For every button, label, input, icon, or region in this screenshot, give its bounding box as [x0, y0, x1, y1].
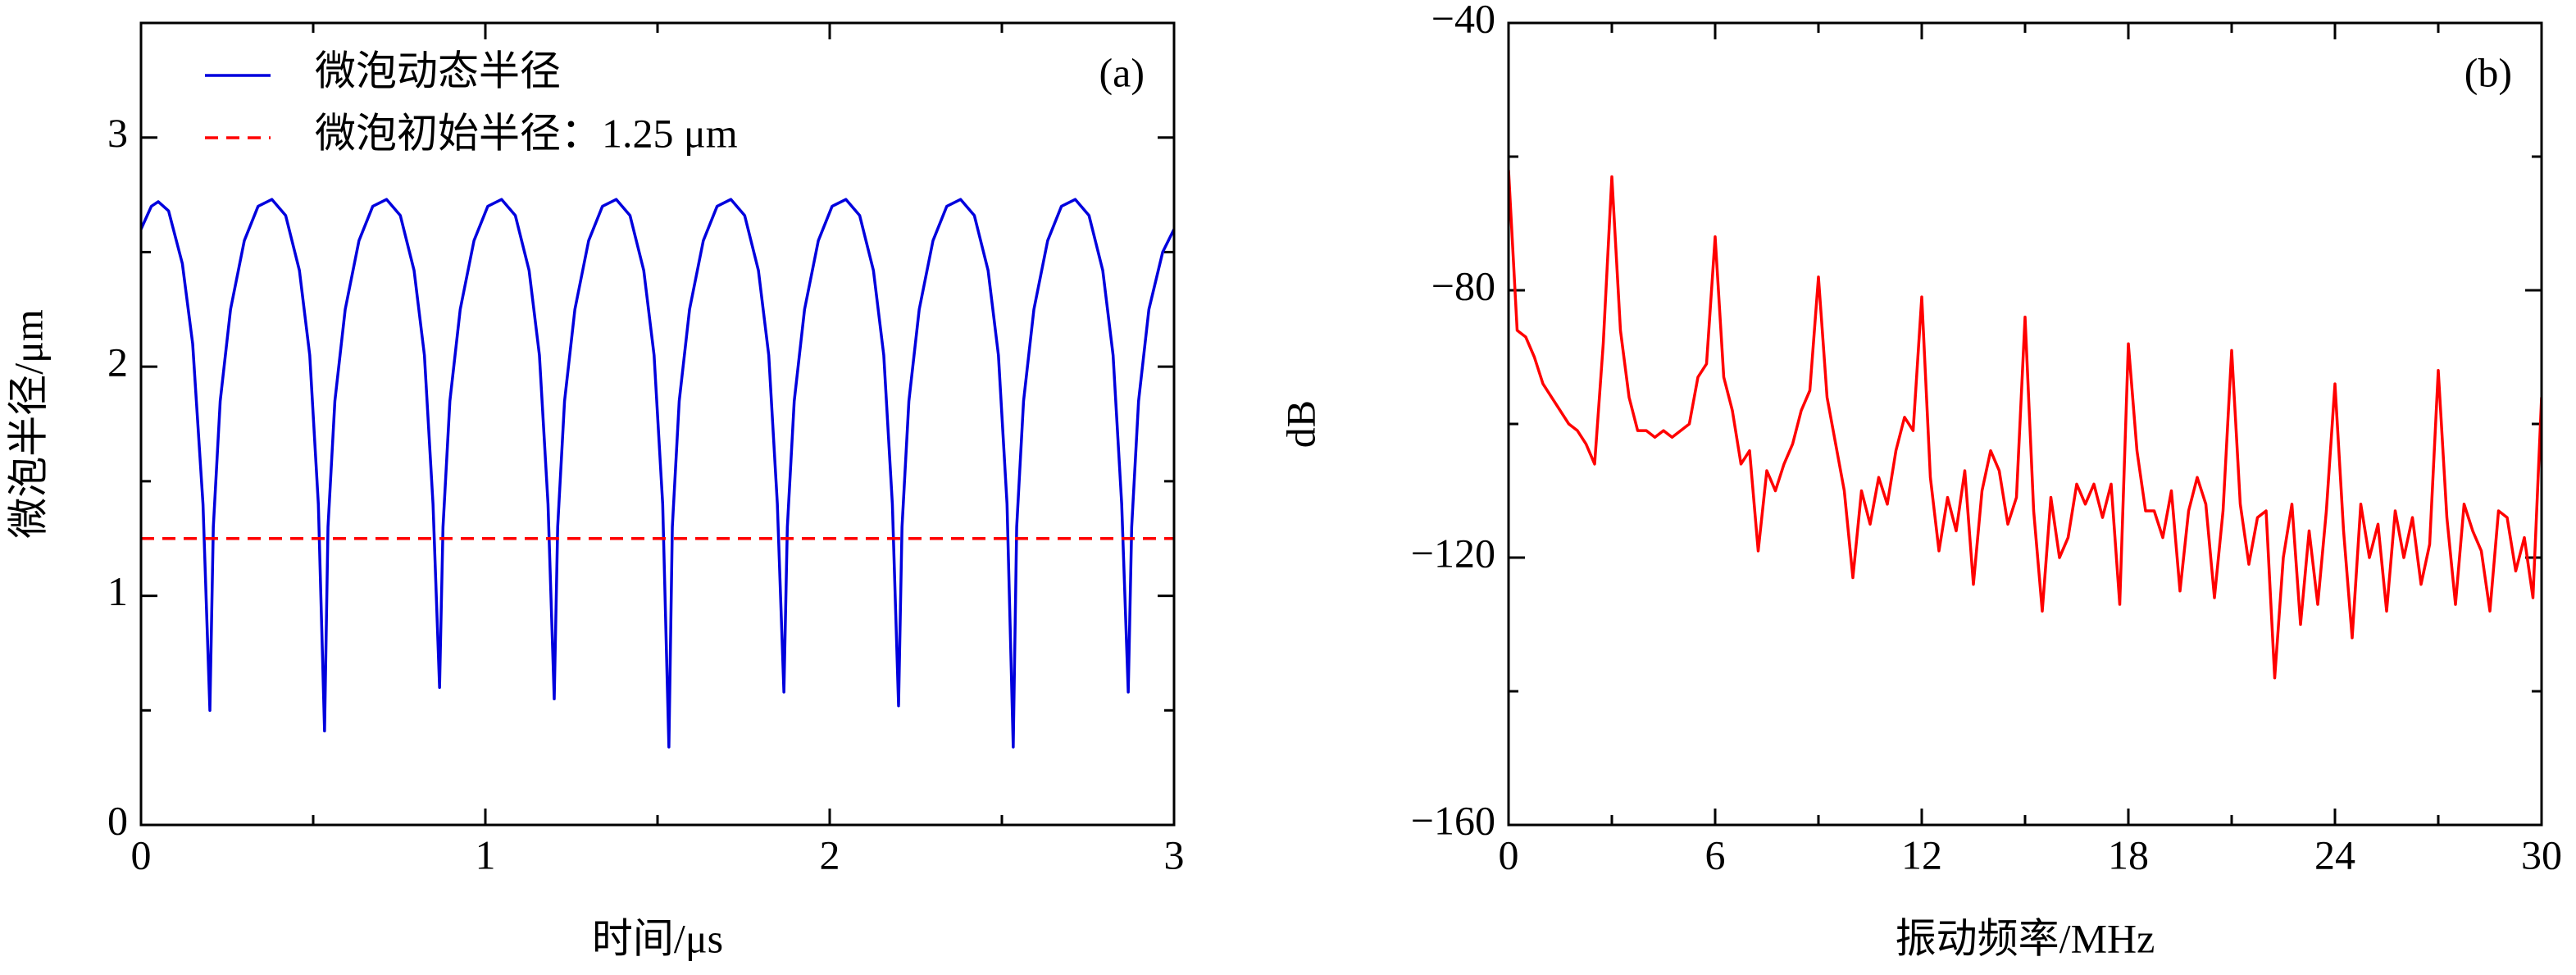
x-tick-label: 12: [1901, 831, 1942, 877]
y-axis-label: dB: [1277, 400, 1323, 448]
x-axis-label: 时间/μs: [592, 915, 723, 961]
x-axis-label: 振动频率/MHz: [1896, 915, 2155, 961]
legend-label: 微泡动态半径: [315, 48, 561, 93]
y-axis-label: 微泡半径/μm: [5, 309, 51, 539]
y-tick-label: −120: [1411, 530, 1495, 576]
x-tick-label: 2: [820, 831, 840, 877]
y-tick-label: 3: [107, 110, 128, 156]
panel-label: (a): [1099, 49, 1145, 95]
legend-label: 微泡初始半径：1.25 μm: [315, 110, 738, 156]
y-tick-label: −160: [1411, 797, 1495, 843]
plot-frame: [1507, 21, 2543, 827]
data-line: [141, 198, 1174, 749]
y-tick-label: −40: [1431, 0, 1495, 41]
x-tick-label: 24: [2314, 831, 2355, 877]
x-tick-label: 0: [131, 831, 152, 877]
x-tick-label: 30: [2521, 831, 2562, 877]
x-tick-label: 0: [1499, 831, 1519, 877]
plot-frame: [139, 21, 1176, 827]
x-tick-label: 1: [476, 831, 496, 877]
y-tick-label: 2: [107, 339, 128, 385]
data-line: [1509, 170, 2542, 680]
x-tick-label: 3: [1164, 831, 1185, 877]
x-tick-label: 18: [2108, 831, 2149, 877]
x-tick-label: 6: [1705, 831, 1726, 877]
y-tick-label: 0: [107, 797, 128, 843]
panel-label: (b): [2464, 49, 2512, 95]
y-tick-label: 1: [107, 568, 128, 614]
y-tick-label: −80: [1431, 262, 1495, 308]
